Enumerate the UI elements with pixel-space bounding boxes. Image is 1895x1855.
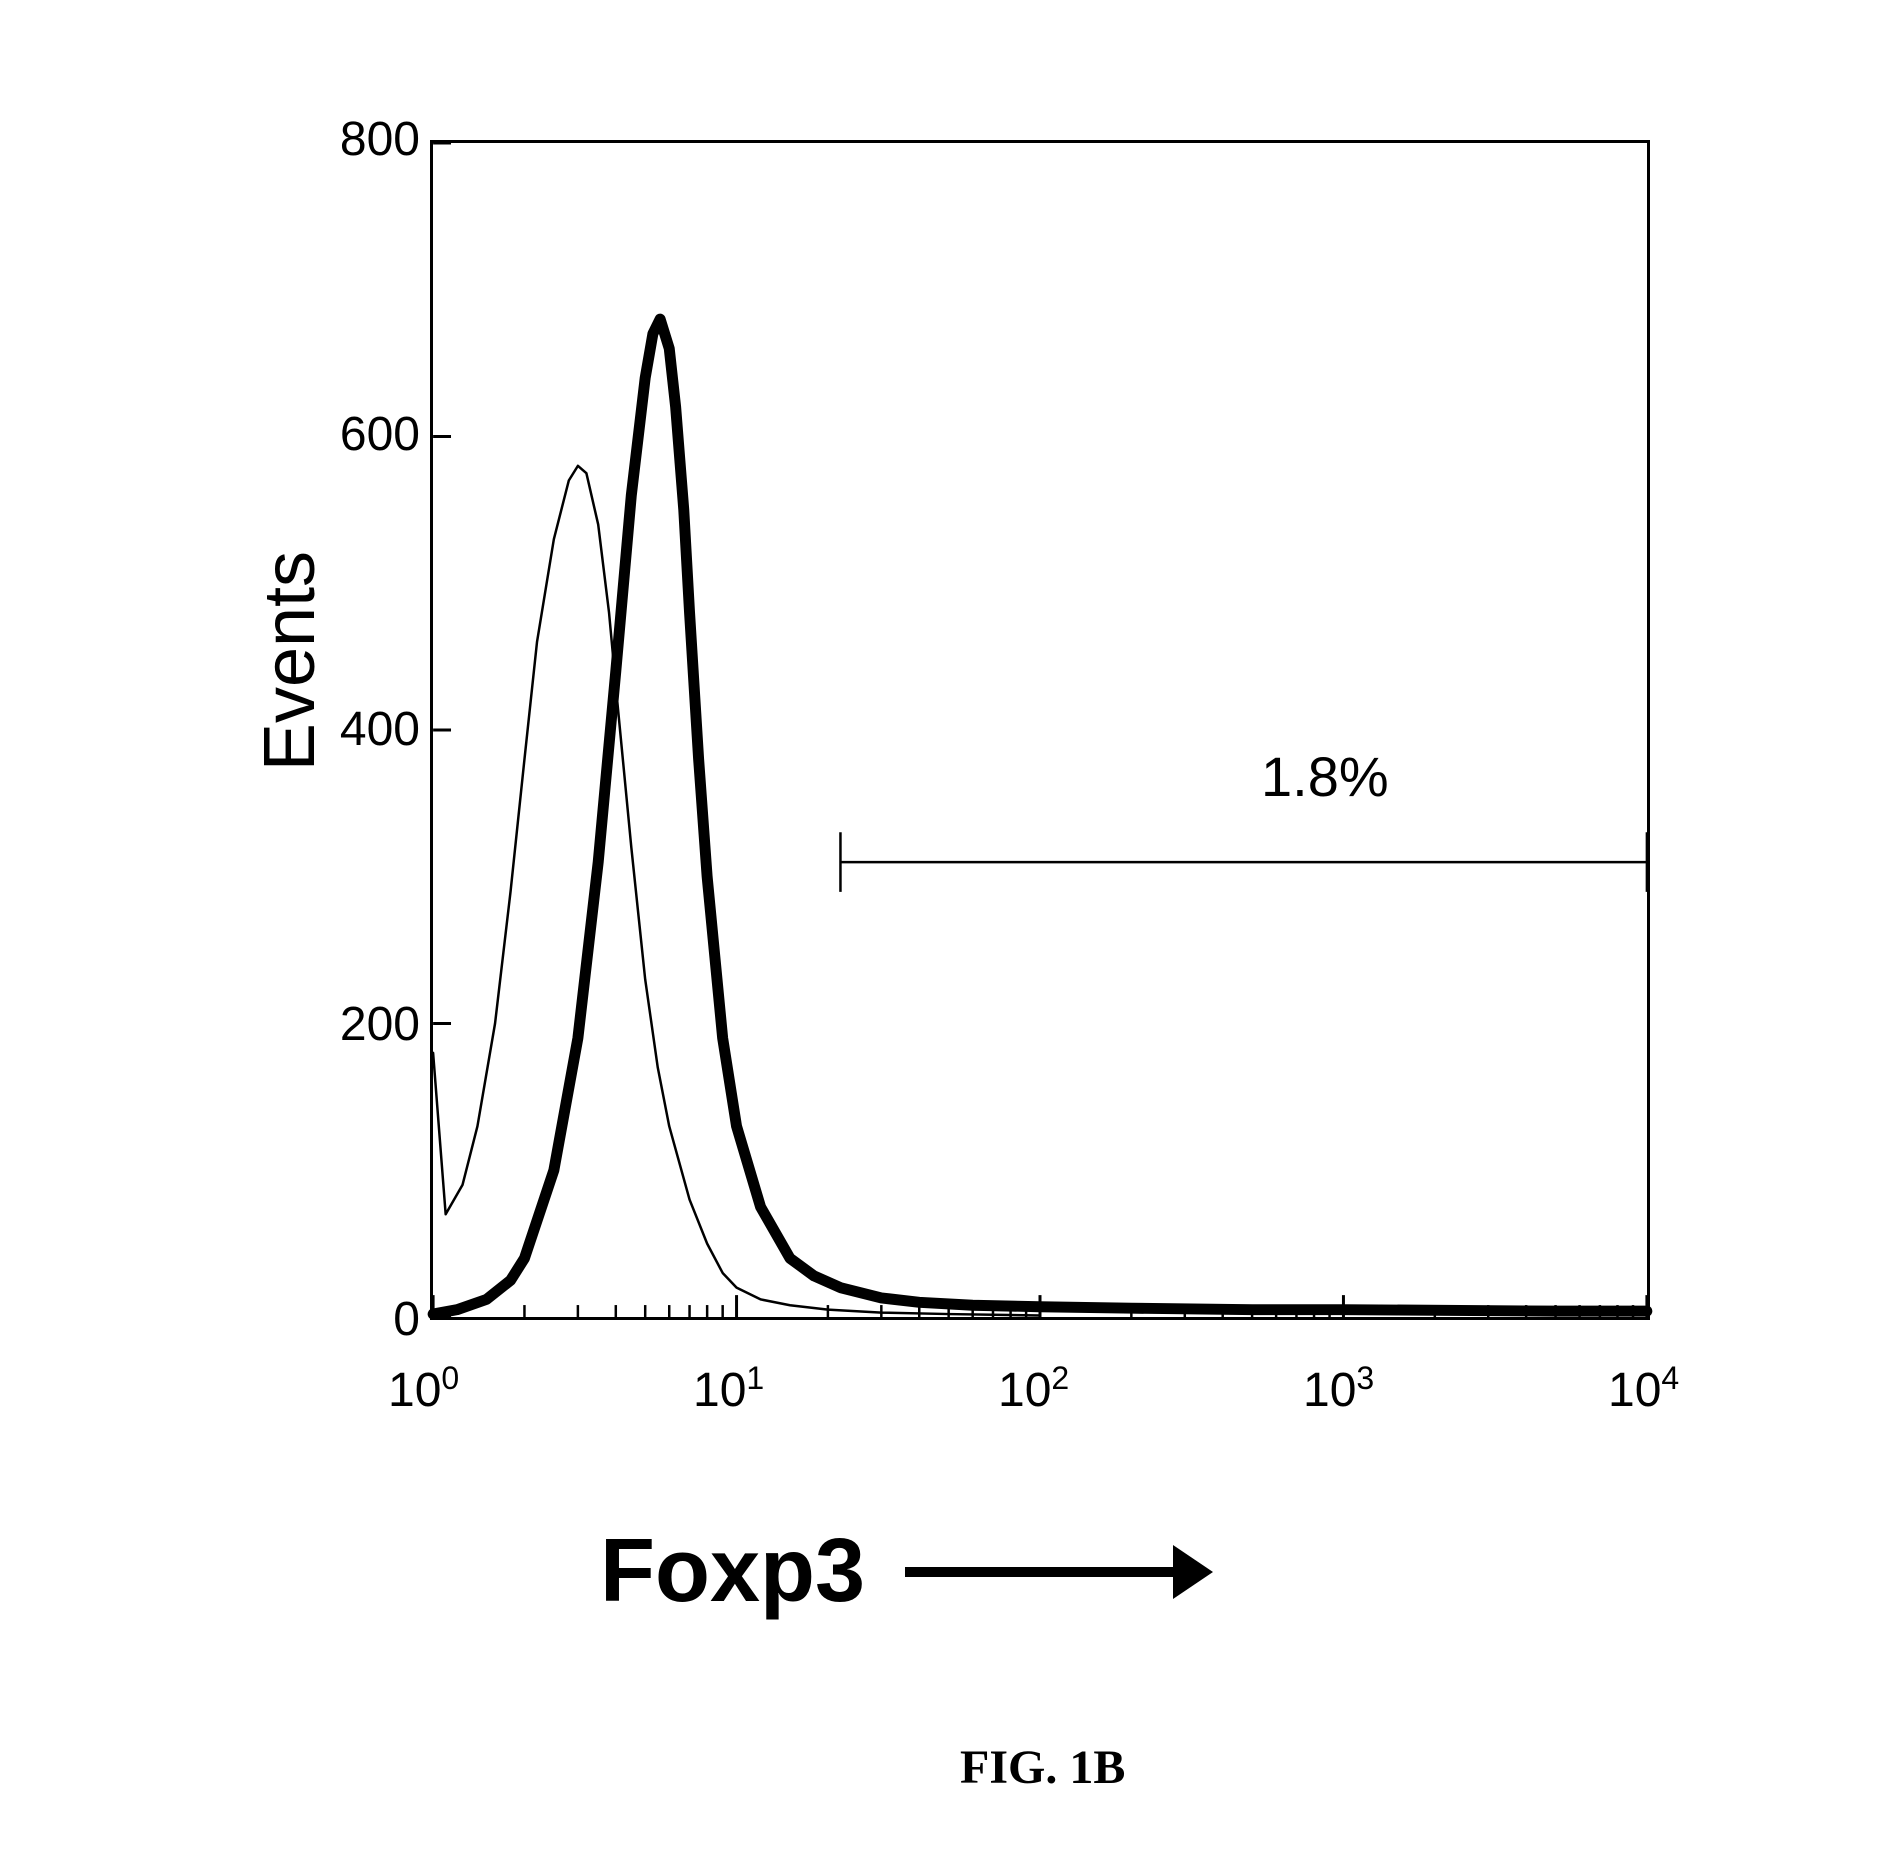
y-tick-label: 200 xyxy=(340,997,420,1052)
x-tick-label: 100 xyxy=(388,1360,459,1418)
plot-svg xyxy=(433,143,1647,1317)
y-tick-label: 600 xyxy=(340,407,420,462)
x-tick-label: 103 xyxy=(1303,1360,1374,1418)
y-ticks xyxy=(433,143,451,1317)
y-tick-label: 0 xyxy=(393,1292,420,1347)
histogram-series-thick xyxy=(433,319,1647,1314)
x-axis-label-group: Foxp3 xyxy=(600,1520,1185,1623)
x-tick-label: 101 xyxy=(693,1360,764,1418)
gate-marker xyxy=(840,832,1646,892)
chart-container: Events 0 200 400 600 800 100 101 102 103 104 1.8… xyxy=(150,100,1750,1700)
gate-percentage-label: 1.8% xyxy=(1261,744,1389,809)
figure-caption: FIG. 1B xyxy=(960,1740,1125,1795)
y-axis-label: Events xyxy=(249,551,331,771)
y-tick-label: 400 xyxy=(340,702,420,757)
plot-area xyxy=(430,140,1650,1320)
x-tick-label: 104 xyxy=(1608,1360,1679,1418)
x-tick-label: 102 xyxy=(998,1360,1069,1418)
x-axis-label: Foxp3 xyxy=(600,1520,865,1623)
histogram-series-thin xyxy=(433,466,1040,1316)
y-tick-label: 800 xyxy=(340,112,420,167)
arrow-icon xyxy=(905,1567,1185,1577)
